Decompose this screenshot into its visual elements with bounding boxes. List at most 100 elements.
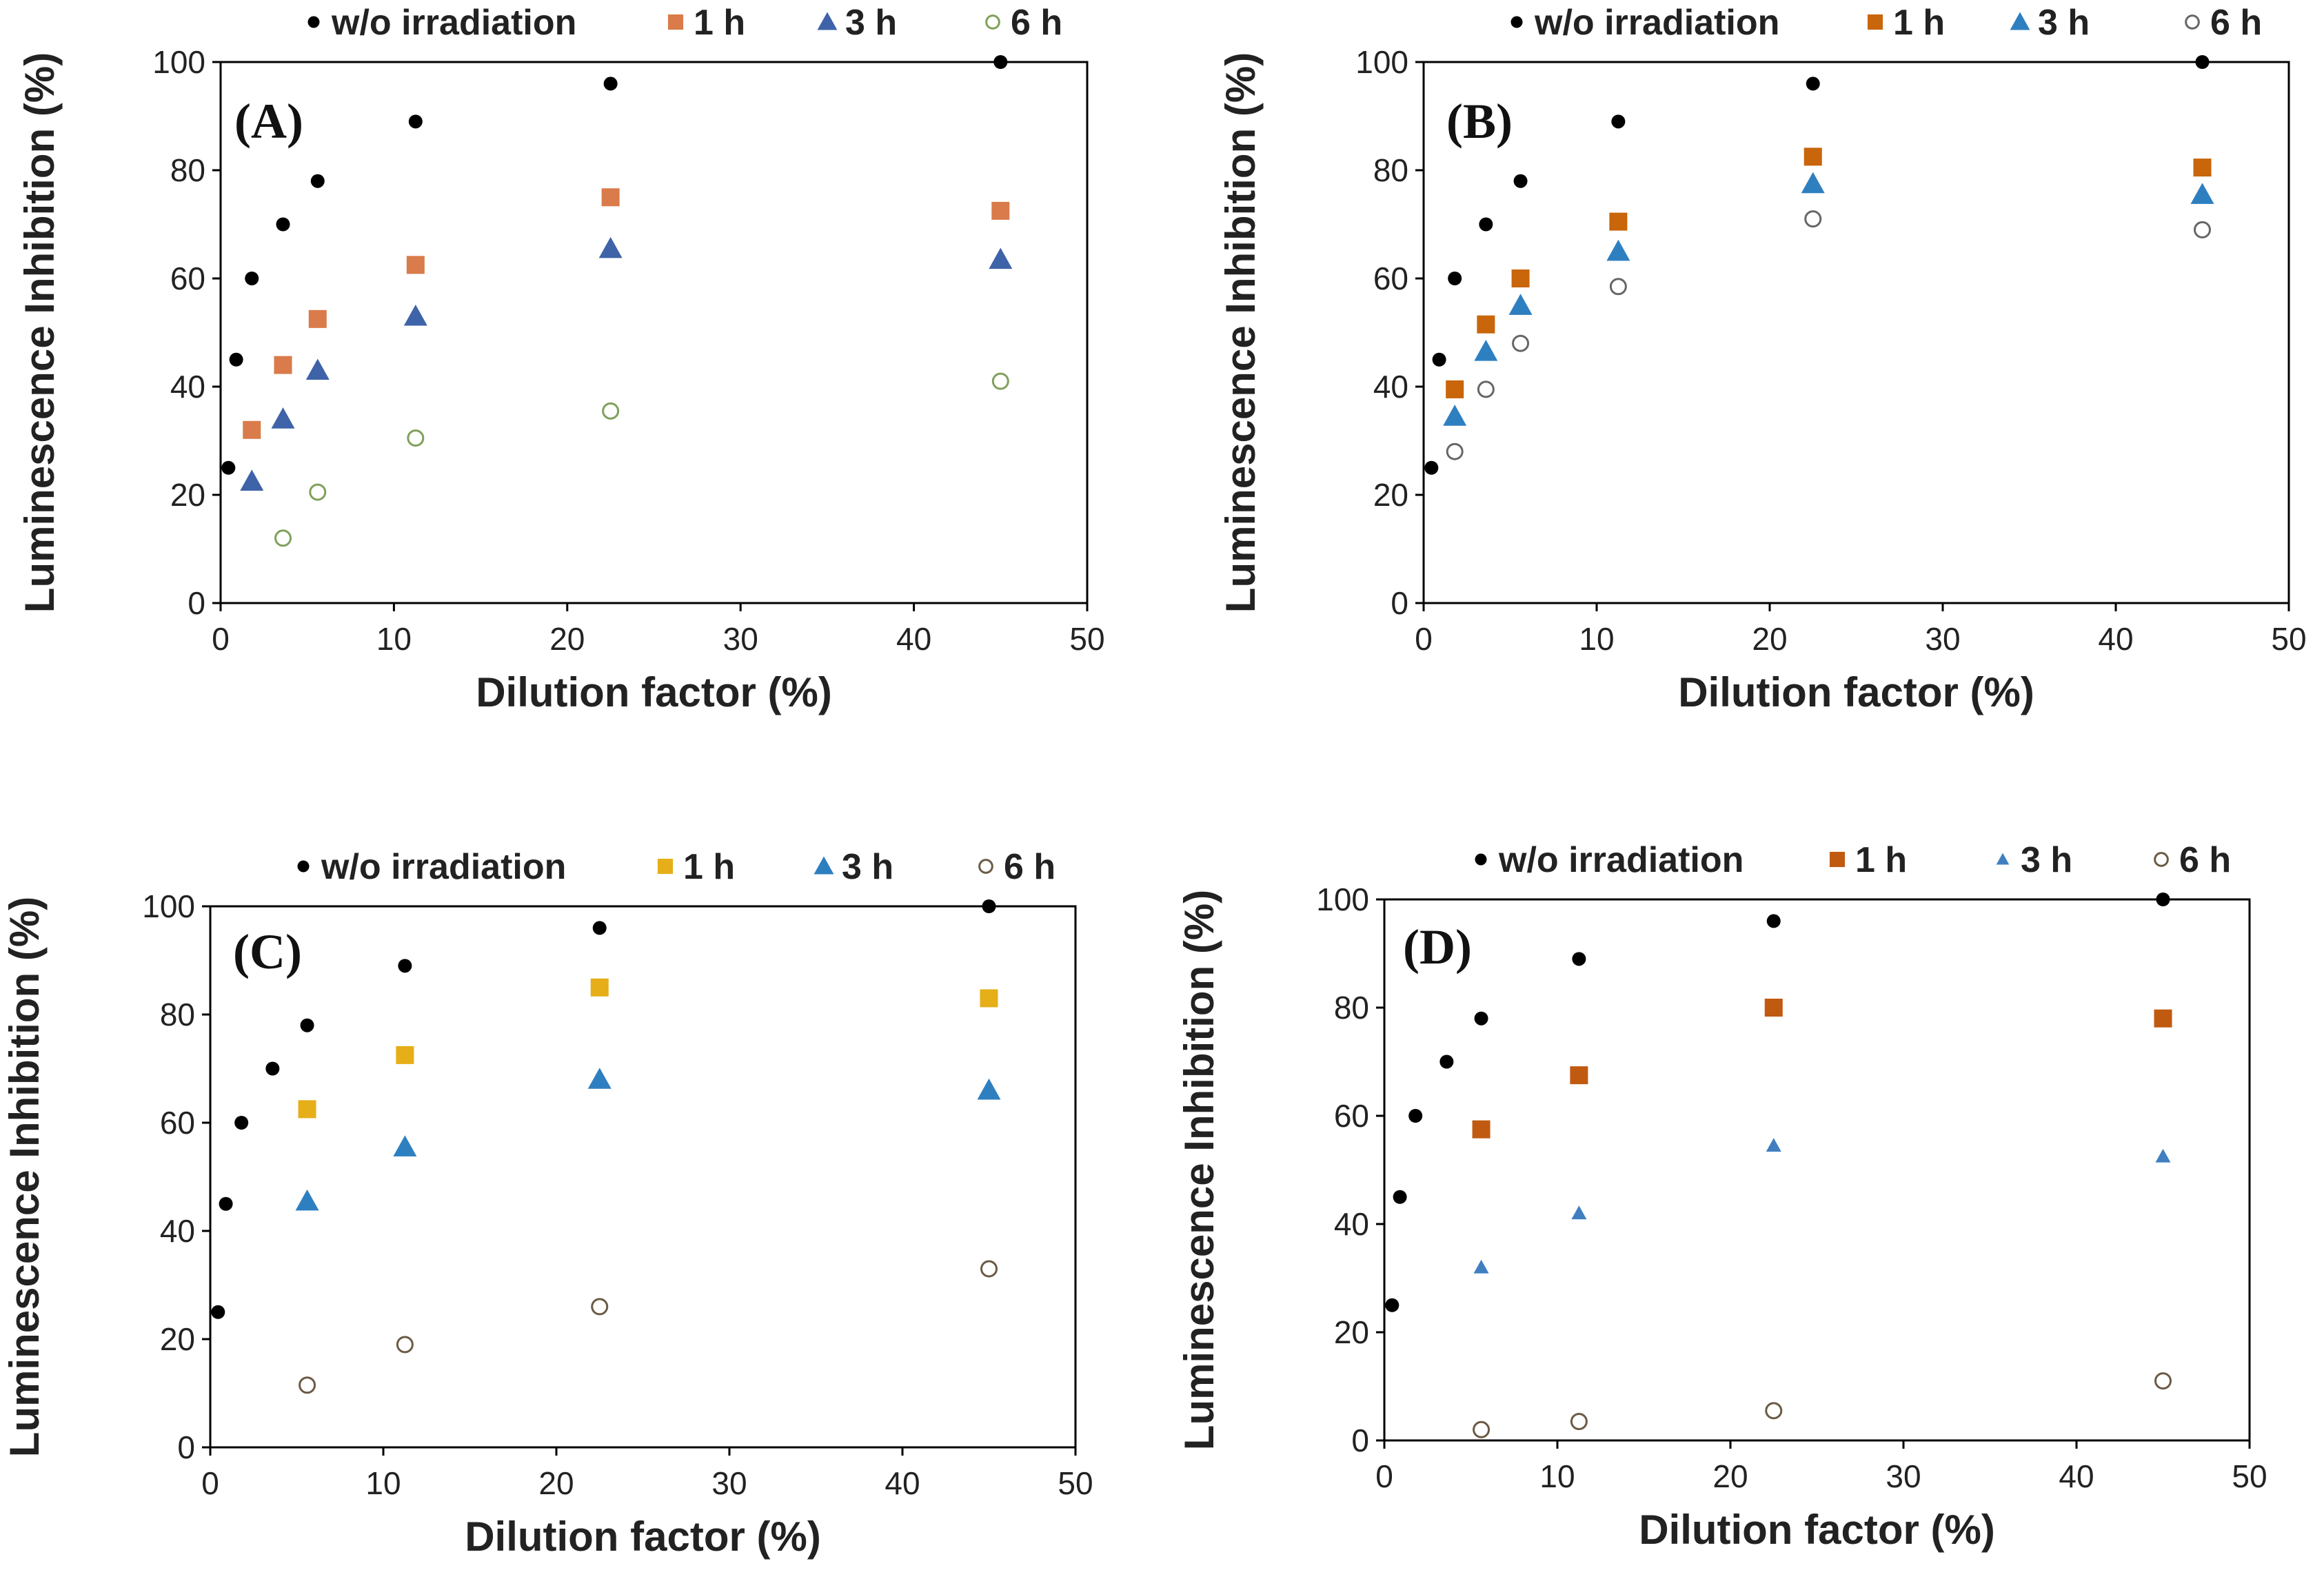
y-tick-label: 60 xyxy=(1373,261,1408,296)
data-point xyxy=(1766,914,1781,928)
data-point xyxy=(1385,1298,1400,1312)
x-tick-label: 30 xyxy=(723,621,758,657)
data-point xyxy=(1804,210,1822,228)
legend-entry: 6 h xyxy=(978,847,1055,887)
legend-marker xyxy=(1510,16,1523,28)
data-point xyxy=(1570,1066,1588,1085)
series-1-h xyxy=(298,978,998,1119)
data-point xyxy=(1513,174,1528,188)
data-point xyxy=(991,201,1010,220)
data-point xyxy=(2193,159,2212,177)
data-point xyxy=(396,1336,414,1354)
data-point xyxy=(1446,380,1464,398)
data-point xyxy=(2195,55,2210,69)
data-point xyxy=(982,899,996,913)
data-point xyxy=(300,1018,314,1032)
x-axis-title: Dilution factor (%) xyxy=(476,669,832,715)
data-point xyxy=(1512,334,1530,352)
data-point xyxy=(1511,269,1530,287)
data-point xyxy=(1803,147,1822,166)
legend-entry: 1 h xyxy=(657,847,735,887)
y-tick-label: 80 xyxy=(160,997,195,1032)
data-point xyxy=(240,469,264,491)
data-point xyxy=(229,352,243,367)
data-point xyxy=(1609,212,1628,231)
legend-label: w/o irradiation xyxy=(321,847,566,887)
data-point xyxy=(1408,1109,1423,1123)
legend-label: 1 h xyxy=(1855,840,1907,880)
legend-marker xyxy=(1475,853,1487,866)
legend-label: w/o irradiation xyxy=(1498,840,1744,880)
legend-entry: 6 h xyxy=(2154,840,2231,880)
data-point xyxy=(590,978,609,997)
data-point xyxy=(295,1189,319,1211)
x-tick-label: 20 xyxy=(1712,1458,1748,1494)
x-tick-label: 0 xyxy=(212,621,230,657)
legend-label: 1 h xyxy=(694,3,745,43)
data-point xyxy=(299,1376,316,1394)
x-tick-label: 30 xyxy=(1886,1458,1921,1494)
data-point xyxy=(1611,114,1626,129)
series-3-h xyxy=(1473,1138,2171,1274)
y-tick-label: 80 xyxy=(1373,152,1408,188)
x-tick-label: 40 xyxy=(2098,621,2133,657)
x-tick-label: 10 xyxy=(365,1465,401,1501)
x-tick-label: 0 xyxy=(1375,1458,1393,1494)
data-point xyxy=(1424,460,1439,475)
data-point xyxy=(310,174,325,188)
legend-entry: 3 h xyxy=(2010,3,2090,43)
data-point xyxy=(1606,239,1630,261)
data-point xyxy=(1801,172,1825,194)
legend-marker xyxy=(2010,12,2030,30)
data-point xyxy=(407,429,425,447)
data-point xyxy=(265,1061,280,1076)
data-point xyxy=(993,55,1008,69)
y-tick-label: 40 xyxy=(1334,1206,1369,1242)
legend-marker xyxy=(1996,853,2010,865)
legend-label: 6 h xyxy=(2179,840,2231,880)
legend-label: 1 h xyxy=(1893,3,1945,43)
data-point xyxy=(398,959,412,973)
data-point xyxy=(991,372,1009,390)
data-point xyxy=(989,247,1013,269)
x-tick-label: 0 xyxy=(1415,621,1433,657)
data-point xyxy=(1477,315,1495,334)
data-point xyxy=(403,304,427,326)
legend-label: 6 h xyxy=(2210,3,2262,43)
data-point xyxy=(602,402,620,420)
legend-entry: 3 h xyxy=(814,847,893,887)
legend-entry: 3 h xyxy=(1996,840,2072,880)
legend-label: 1 h xyxy=(683,847,735,887)
x-tick-label: 10 xyxy=(376,621,412,657)
y-axis-title: Luminescence Inhibition (%) xyxy=(17,52,63,613)
y-tick-label: 100 xyxy=(1316,881,1369,917)
x-axis-title: Dilution factor (%) xyxy=(465,1513,821,1560)
data-point xyxy=(1448,272,1462,285)
panel-label: (A) xyxy=(234,94,303,149)
series-w-o-irradiation xyxy=(221,55,1008,475)
panel-b: 0 20 40 60 80 100 0 10 20 30 40 50 Dilution factor (… xyxy=(1217,3,2307,715)
y-tick-label: 100 xyxy=(142,888,195,924)
panel-c: 0 20 40 60 80 100 0 10 20 30 40 50 Dilution factor (… xyxy=(1,847,1093,1560)
plot-frame xyxy=(219,61,1089,604)
y-axis-title: Luminescence Inhibition (%) xyxy=(1217,52,1264,613)
data-point xyxy=(1477,380,1495,398)
data-point xyxy=(2194,221,2211,238)
y-tick-label: 80 xyxy=(1334,990,1369,1026)
y-tick-label: 40 xyxy=(1373,369,1408,405)
data-point xyxy=(298,1100,316,1119)
legend-marker xyxy=(1829,851,1846,868)
data-point xyxy=(1508,294,1533,315)
series-3-h xyxy=(295,1068,1001,1211)
data-point xyxy=(221,460,236,475)
legend-label: 3 h xyxy=(2038,3,2090,43)
legend-entry: w/o irradiation xyxy=(1475,840,1744,880)
data-point xyxy=(305,358,330,380)
y-tick-label: 0 xyxy=(188,585,205,621)
data-point xyxy=(274,356,292,374)
y-tick-label: 20 xyxy=(160,1321,195,1357)
x-tick-label: 10 xyxy=(1579,621,1614,657)
data-point xyxy=(1474,1011,1488,1026)
y-tick-label: 20 xyxy=(1334,1314,1369,1350)
x-tick-label: 20 xyxy=(538,1465,574,1501)
